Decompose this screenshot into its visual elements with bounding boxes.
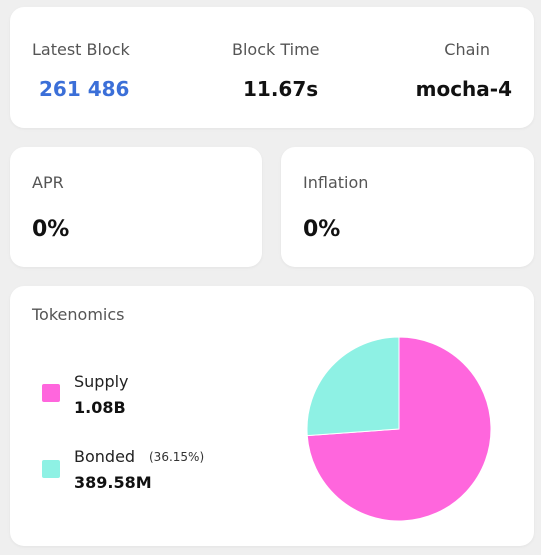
- supply-legend-label: Supply: [74, 372, 129, 391]
- inflation-label: Inflation: [303, 173, 369, 192]
- bonded-legend-label: Bonded: [74, 447, 136, 466]
- chain-value: mocha-4: [415, 77, 512, 101]
- block-time-label: Block Time: [232, 40, 320, 59]
- inflation-value: 0%: [303, 217, 341, 242]
- bonded-legend-value: 389.58M: [74, 473, 152, 492]
- apr-label: APR: [32, 173, 64, 192]
- block-time-value: 11.67s: [243, 77, 319, 101]
- chain-label: Chain: [444, 40, 490, 59]
- supply-legend-value: 1.08B: [74, 398, 126, 417]
- latest-block-label: Latest Block: [32, 40, 130, 59]
- apr-value: 0%: [32, 217, 70, 242]
- supply-legend-swatch: [42, 384, 60, 402]
- bonded-legend-swatch: [42, 460, 60, 478]
- chain-info-card: Latest Block 261 486 Block Time 11.67s C…: [10, 7, 534, 128]
- latest-block-value[interactable]: 261 486: [39, 77, 130, 101]
- apr-card: APR 0%: [10, 147, 262, 267]
- tokenomics-card: Tokenomics Supply 1.08B Bonded (36.15%) …: [10, 286, 534, 546]
- inflation-card: Inflation 0%: [281, 147, 534, 267]
- tokenomics-title: Tokenomics: [32, 305, 125, 324]
- tokenomics-pie-chart[interactable]: [299, 329, 499, 529]
- bonded-legend-percent: (36.15%): [149, 450, 205, 464]
- pie-slice-bonded[interactable]: [306, 336, 400, 437]
